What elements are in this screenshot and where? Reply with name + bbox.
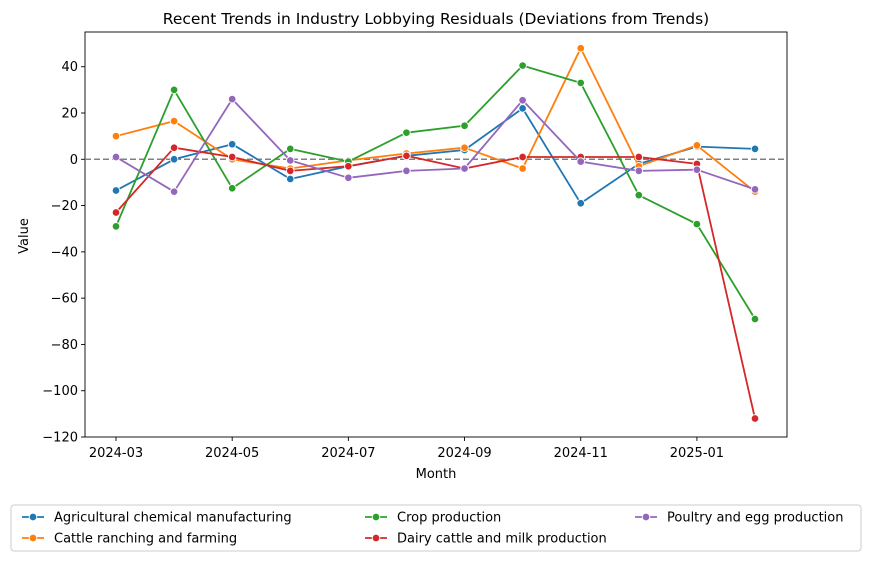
data-point — [518, 152, 527, 162]
series-line — [115, 64, 756, 320]
data-point — [169, 155, 179, 164]
x-axis-label: Month — [416, 467, 457, 482]
data-point — [750, 314, 760, 324]
y-tick-label: −120 — [42, 431, 78, 446]
y-tick-label: −20 — [51, 199, 78, 214]
legend-item: Poultry and egg production — [635, 511, 843, 526]
legend-label: Cattle ranching and farming — [54, 532, 237, 547]
x-tick-label: 2024-03 — [89, 446, 143, 461]
data-point — [750, 144, 760, 154]
legend-item: Crop production — [365, 511, 501, 526]
legend: Agricultural chemical manufacturing Cattl… — [10, 504, 862, 552]
legend-swatch-marker — [371, 533, 381, 543]
series-line — [115, 98, 756, 193]
data-point — [750, 414, 760, 423]
x-tick-label: 2024-11 — [554, 446, 608, 461]
data-point — [576, 157, 585, 166]
data-point — [169, 116, 179, 126]
data-point — [227, 183, 237, 193]
x-tick-label: 2024-05 — [205, 446, 259, 461]
legend-item: Dairy cattle and milk production — [365, 532, 607, 547]
data-point — [750, 185, 760, 194]
data-point — [111, 208, 121, 217]
data-point — [518, 61, 527, 70]
data-point — [286, 156, 295, 165]
y-tick-label: 40 — [61, 60, 78, 75]
data-point — [402, 128, 411, 137]
series-lines — [111, 43, 760, 423]
axes: 40 20 0 −20 −40 −60 −80 −100 −120 2024-03 2024-05 2… — [42, 31, 788, 461]
data-point — [344, 173, 353, 183]
data-point — [227, 139, 237, 149]
data-point — [286, 144, 295, 154]
legend-swatch-marker — [28, 512, 38, 522]
y-axis-label: Value — [17, 218, 32, 254]
data-point — [227, 152, 237, 162]
legend-label: Poultry and egg production — [667, 511, 843, 526]
series-cattle-ranching-and-farming — [111, 43, 760, 196]
data-point — [460, 143, 469, 152]
data-point — [111, 131, 121, 141]
chart-title: Recent Trends in Industry Lobbying Resid… — [163, 10, 709, 28]
plot-frame — [84, 31, 788, 438]
legend-label: Dairy cattle and milk production — [397, 532, 607, 547]
series-poultry-and-egg-production — [111, 94, 760, 196]
legend-item: Cattle ranching and farming — [22, 532, 237, 547]
legend-swatch-marker — [371, 512, 381, 522]
y-tick-label: 20 — [61, 107, 78, 122]
data-point — [634, 152, 644, 162]
y-tick-label: −40 — [51, 245, 78, 260]
data-point — [402, 151, 411, 161]
legend-swatch-marker — [641, 512, 651, 522]
data-point — [692, 165, 702, 174]
data-point — [518, 104, 527, 113]
x-tick-label: 2024-09 — [437, 446, 491, 461]
data-point — [692, 219, 702, 229]
data-point — [169, 187, 179, 196]
data-point — [111, 152, 121, 162]
data-point — [518, 164, 527, 173]
data-point — [402, 166, 411, 176]
data-point — [692, 141, 702, 150]
series-dairy-cattle-and-milk-production — [111, 143, 760, 423]
data-point — [111, 186, 121, 195]
data-point — [169, 143, 179, 152]
y-tick-label: −80 — [51, 338, 78, 353]
legend-label: Crop production — [397, 511, 501, 526]
data-point — [460, 164, 469, 173]
series-line — [115, 107, 756, 205]
series-line — [115, 47, 756, 193]
data-point — [576, 78, 585, 88]
series-agricultural-chemical-manufacturing — [111, 104, 760, 208]
data-point — [576, 43, 585, 53]
data-point — [111, 222, 121, 231]
data-point — [518, 96, 527, 105]
x-tick-label: 2024-07 — [321, 446, 375, 461]
y-tick-label: −100 — [42, 384, 78, 399]
data-point — [344, 161, 353, 171]
data-point — [576, 199, 585, 208]
data-point — [634, 166, 644, 176]
data-point — [634, 190, 644, 200]
data-point — [460, 121, 469, 130]
data-point — [286, 166, 295, 176]
legend-swatch-marker — [28, 533, 38, 543]
x-tick-label: 2025-01 — [670, 446, 724, 461]
data-point — [286, 174, 295, 184]
data-point — [227, 94, 237, 104]
series-crop-production — [111, 61, 760, 324]
legend-item: Agricultural chemical manufacturing — [22, 511, 292, 526]
data-point — [169, 85, 179, 95]
y-tick-label: 0 — [70, 153, 78, 168]
legend-label: Agricultural chemical manufacturing — [54, 511, 292, 526]
series-line — [115, 146, 756, 419]
y-tick-label: −60 — [51, 292, 78, 307]
